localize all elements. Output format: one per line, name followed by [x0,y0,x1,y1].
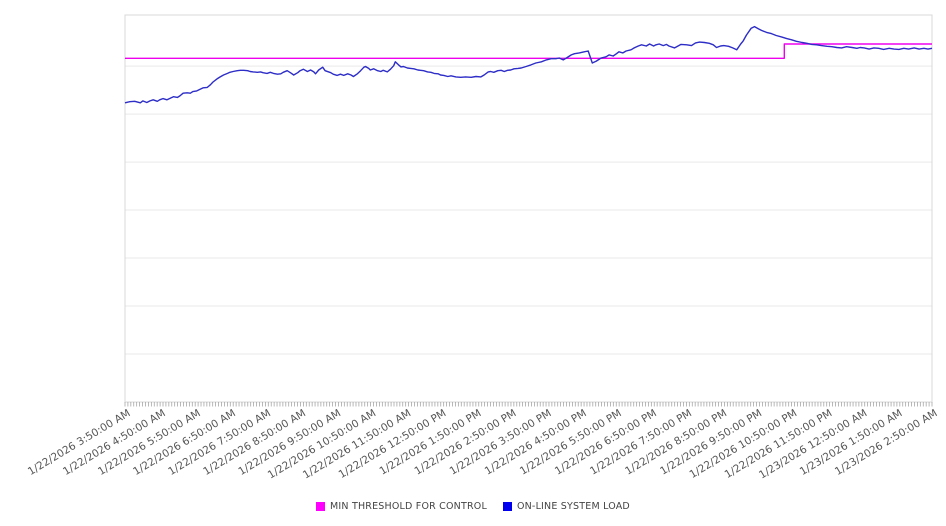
legend-label-min-threshold: MIN THRESHOLD FOR CONTROL [330,500,487,512]
plot-border [124,14,933,403]
online-system-load-line [124,25,933,104]
legend-label-online-system-load: ON-LINE SYSTEM LOAD [516,500,630,512]
y-gridlines [125,65,932,403]
legend-swatch-blue-icon [502,501,512,511]
legend-item-online-system-load[interactable]: ON-LINE SYSTEM LOAD [502,500,630,512]
legend-swatch-magenta-icon [316,501,326,511]
min-threshold-line [125,43,932,59]
x-axis-labels: 1/22/2026 3:50:00 AM1/22/2026 4:50:00 AM… [26,407,940,481]
legend-item-min-threshold[interactable]: MIN THRESHOLD FOR CONTROL [316,501,487,512]
x-axis-minor-ticks [124,402,933,407]
chart-legend: MIN THRESHOLD FOR CONTROL ON-LINE SYSTEM… [0,498,946,514]
